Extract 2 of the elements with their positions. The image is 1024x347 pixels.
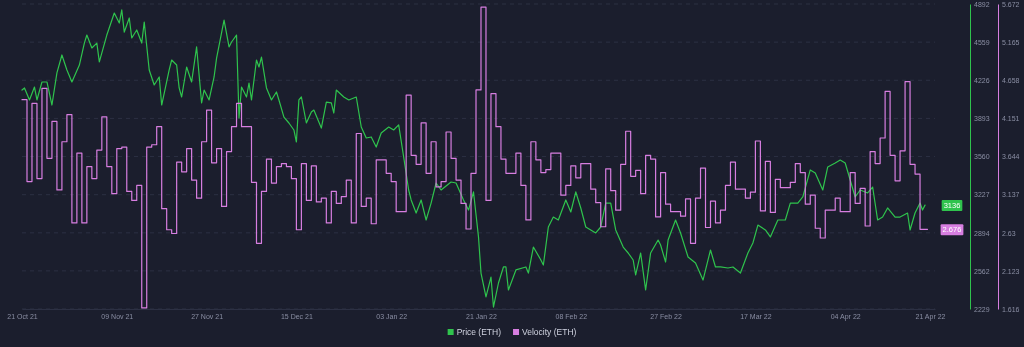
legend-label: Velocity (ETH): [522, 327, 577, 337]
legend-label: Price (ETH): [456, 327, 502, 337]
